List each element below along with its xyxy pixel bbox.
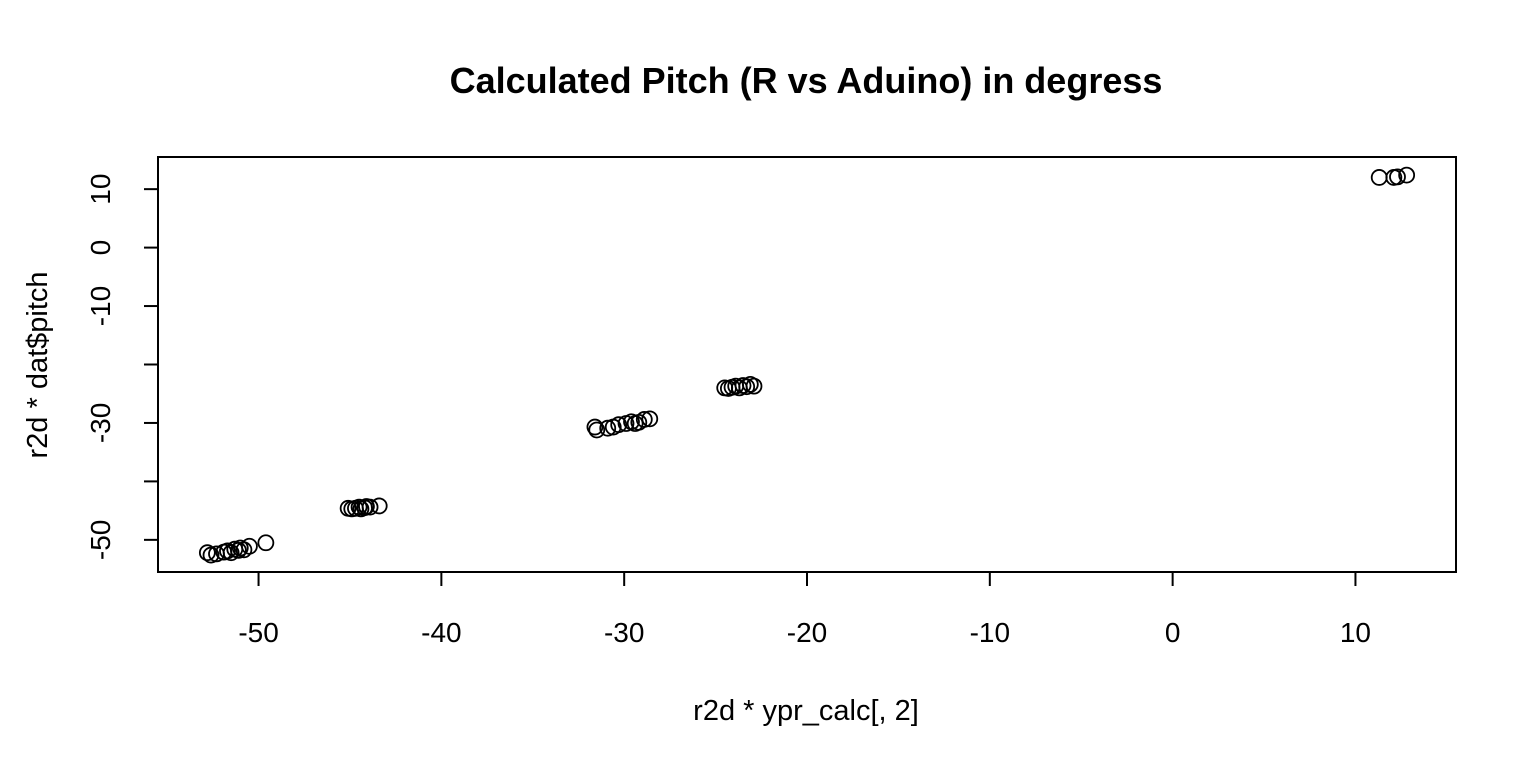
data-point xyxy=(222,544,240,562)
data-point xyxy=(1389,168,1406,186)
data-point xyxy=(350,498,368,516)
data-point xyxy=(257,534,275,552)
data-point xyxy=(641,410,659,428)
y-tick-label: -30 xyxy=(85,403,116,443)
data-point xyxy=(361,498,379,516)
chart-title: Calculated Pitch (R vs Aduino) in degres… xyxy=(450,60,1163,101)
x-axis: -50 -40 -30 -20 -10 0 10 xyxy=(238,571,1371,648)
y-tick-label: -10 xyxy=(85,286,116,326)
data-point xyxy=(370,497,388,515)
data-point xyxy=(1398,166,1416,184)
x-tick-label: -50 xyxy=(238,617,278,648)
data-point xyxy=(745,377,763,395)
data-point xyxy=(588,421,606,439)
x-tick-label: -20 xyxy=(787,617,827,648)
x-tick-label: 0 xyxy=(1165,617,1181,648)
data-point xyxy=(230,541,247,559)
data-point xyxy=(198,544,216,562)
x-tick-label: 10 xyxy=(1340,617,1371,648)
x-tick-label: -10 xyxy=(970,617,1010,648)
data-point xyxy=(610,416,628,434)
data-point xyxy=(738,378,756,396)
scatter-points xyxy=(198,166,1416,564)
y-axis-label: r2d * dat$pitch xyxy=(22,271,54,458)
y-tick-label: 10 xyxy=(85,174,116,205)
x-tick-label: -40 xyxy=(421,617,461,648)
data-point xyxy=(241,537,258,555)
data-point xyxy=(1370,169,1388,186)
x-tick-label: -30 xyxy=(604,617,644,648)
x-axis-label: r2d * ypr_calc[, 2] xyxy=(693,695,919,727)
y-axis: -50 -30 -10 0 10 xyxy=(85,174,159,560)
y-tick-label: -50 xyxy=(85,520,116,560)
data-point xyxy=(586,418,604,436)
data-point xyxy=(635,411,653,428)
y-tick-label: 0 xyxy=(85,240,116,256)
